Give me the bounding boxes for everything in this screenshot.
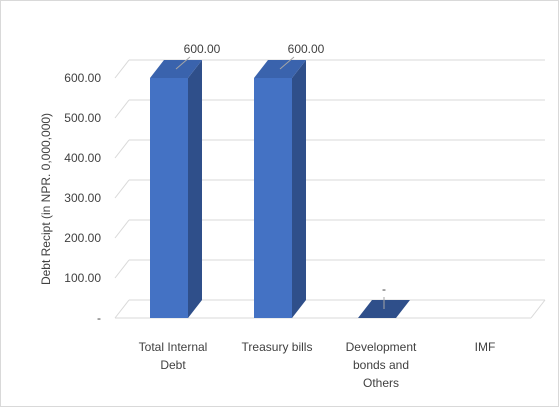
- gridline-depth: [114, 299, 130, 319]
- gridline-depth: [114, 219, 130, 239]
- gridline-depth: [114, 59, 130, 79]
- data-label: -: [382, 282, 386, 296]
- data-label: 600.00: [288, 42, 325, 56]
- y-tick-label: 100.00: [64, 271, 101, 285]
- bar-front: [150, 78, 188, 318]
- y-tick-label: 400.00: [64, 151, 101, 165]
- gridline-depth: [114, 179, 130, 199]
- bars: [150, 60, 410, 318]
- x-axis-categories: Total Internal Debt Treasury bills Developm…: [139, 340, 496, 390]
- x-category-label: Treasury bills: [242, 340, 313, 354]
- x-category-label: Total Internal Debt: [139, 340, 208, 372]
- y-tick-label: -: [97, 311, 101, 325]
- y-tick-label: 300.00: [64, 191, 101, 205]
- y-axis-title: Debt Recipt (in NPR. 0,000,000): [39, 113, 53, 285]
- y-tick-label: 200.00: [64, 231, 101, 245]
- x-category-label: IMF: [475, 340, 496, 354]
- floor-right-edge: [530, 299, 546, 319]
- bar-front: [254, 78, 292, 318]
- gridline-depth: [114, 99, 130, 119]
- y-axis-ticks: - 100.00 200.00 300.00 400.00 500.00 600.00: [64, 71, 101, 325]
- data-labels: 600.00 600.00 -: [175, 42, 386, 309]
- leader-line: [279, 56, 295, 70]
- leader-line: [175, 56, 191, 70]
- gridline-depth: [114, 139, 130, 159]
- gridline-depth: [114, 259, 130, 279]
- x-category-label: Development bonds and Others: [346, 340, 417, 390]
- y-tick-label: 500.00: [64, 111, 101, 125]
- data-label: 600.00: [184, 42, 221, 56]
- bar-side: [292, 60, 306, 318]
- bar-side: [188, 60, 202, 318]
- y-tick-label: 600.00: [64, 71, 101, 85]
